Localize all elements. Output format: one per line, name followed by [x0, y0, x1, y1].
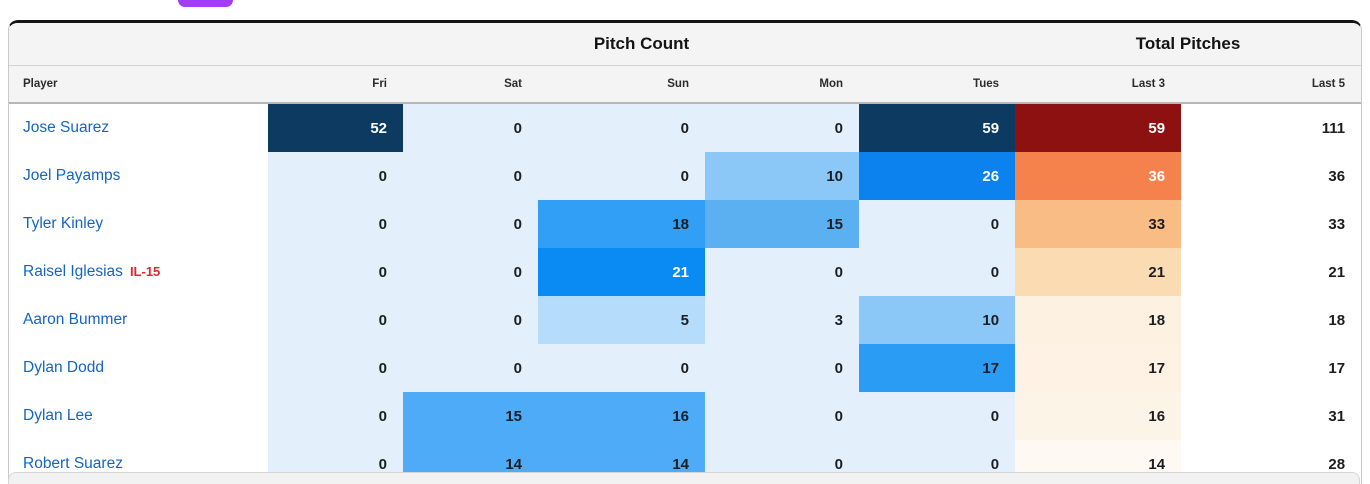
player-name-link[interactable]: Raisel Iglesias	[23, 263, 123, 280]
player-name-link[interactable]: Tyler Kinley	[23, 215, 104, 232]
player-name-link[interactable]: Joel Payamps	[23, 167, 121, 184]
col-header-sat[interactable]: Sat	[403, 65, 538, 104]
table-row: Aaron Bummer 0 0 5 3 10 18 18	[9, 296, 1361, 344]
value-cell-last-3: 21	[1015, 248, 1182, 296]
player-name-link[interactable]: Jose Suarez	[23, 119, 110, 136]
value-cell-fri: 0	[268, 200, 403, 248]
value-cell-sat: 0	[403, 103, 538, 152]
player-cell: Aaron Bummer	[9, 296, 268, 344]
value-cell-tues: 0	[859, 200, 1016, 248]
value-cell-mon: 0	[705, 392, 859, 440]
value-cell-sun: 0	[538, 344, 705, 392]
player-name-link[interactable]: Robert Suarez	[23, 455, 123, 472]
value-cell-mon: 0	[705, 103, 859, 152]
value-cell-fri: 0	[268, 152, 403, 200]
pitch-count-card: Pitch Count Total Pitches Player Fri Sat…	[8, 20, 1362, 484]
player-cell: Dylan Dodd	[9, 344, 268, 392]
col-header-sun[interactable]: Sun	[538, 65, 705, 104]
value-cell-mon: 10	[705, 152, 859, 200]
value-cell-fri: 0	[268, 344, 403, 392]
player-name-link[interactable]: Aaron Bummer	[23, 311, 128, 328]
column-header-row: Player Fri Sat Sun Mon Tues Last 3 Last …	[9, 65, 1361, 104]
player-cell: Raisel Iglesias IL-15	[9, 248, 268, 296]
player-cell: Tyler Kinley	[9, 200, 268, 248]
value-cell-sat: 0	[403, 200, 538, 248]
value-cell-sun: 0	[538, 103, 705, 152]
value-cell-last-3: 59	[1015, 103, 1182, 152]
player-cell: Jose Suarez	[9, 103, 268, 152]
value-cell-sun: 18	[538, 200, 705, 248]
col-header-player[interactable]: Player	[9, 65, 268, 104]
group-header-row: Pitch Count Total Pitches	[9, 23, 1361, 66]
value-cell-mon: 0	[705, 248, 859, 296]
group-header-pitch-count: Pitch Count	[268, 23, 1016, 66]
value-cell-fri: 0	[268, 392, 403, 440]
value-cell-sun: 21	[538, 248, 705, 296]
injury-status-badge: IL-15	[129, 264, 161, 279]
value-cell-last-5: 18	[1328, 311, 1346, 329]
player-name-link[interactable]: Dylan Lee	[23, 407, 93, 424]
value-cell-sat: 0	[403, 296, 538, 344]
value-cell-tues: 26	[859, 152, 1016, 200]
pitch-count-table: Pitch Count Total Pitches Player Fri Sat…	[9, 23, 1361, 484]
player-cell: Joel Payamps	[9, 152, 268, 200]
table-row: Dylan Lee 0 15 16 0 0 16 31	[9, 392, 1361, 440]
table-row: Tyler Kinley 0 0 18 15 0 33 33	[9, 200, 1361, 248]
value-cell-last-5: 17	[1328, 359, 1346, 377]
value-cell-sun: 16	[538, 392, 705, 440]
value-cell-last-5: 33	[1328, 215, 1346, 233]
table-row: Joel Payamps 0 0 0 10 26 36 36	[9, 152, 1361, 200]
value-cell-tues: 10	[859, 296, 1016, 344]
value-cell-last-5: 111	[1321, 119, 1346, 137]
value-cell-last-5: 28	[1328, 455, 1346, 473]
table-row: Dylan Dodd 0 0 0 0 17 17 17	[9, 344, 1361, 392]
value-cell-last-5: 31	[1328, 407, 1346, 425]
value-cell-sun: 0	[538, 152, 705, 200]
player-cell: Dylan Lee	[9, 392, 268, 440]
col-header-mon[interactable]: Mon	[705, 65, 859, 104]
player-name-link[interactable]: Dylan Dodd	[23, 359, 104, 376]
value-cell-mon: 15	[705, 200, 859, 248]
value-cell-last-3: 18	[1015, 296, 1182, 344]
value-cell-fri: 0	[268, 248, 403, 296]
value-cell-fri: 0	[268, 296, 403, 344]
group-header-total-pitches: Total Pitches	[1015, 23, 1361, 66]
value-cell-mon: 0	[705, 344, 859, 392]
value-cell-last-3: 17	[1015, 344, 1182, 392]
table-body: Jose Suarez 52 0 0 0 59 59 111 Joel Payamps 0 0 0 10…	[9, 103, 1361, 484]
value-cell-tues: 17	[859, 344, 1016, 392]
value-cell-sun: 5	[538, 296, 705, 344]
next-section-card-edge	[8, 472, 1360, 484]
player-cell: Robert Suarez	[9, 440, 268, 484]
value-cell-mon: 3	[705, 296, 859, 344]
value-cell-last-3: 16	[1015, 392, 1182, 440]
col-header-fri[interactable]: Fri	[268, 65, 403, 104]
value-cell-tues: 59	[859, 103, 1016, 152]
value-cell-tues: 0	[859, 248, 1016, 296]
value-cell-last-5: 36	[1328, 167, 1346, 185]
col-header-last-5[interactable]: Last 5	[1181, 65, 1361, 104]
group-header-spacer	[9, 23, 268, 66]
col-header-last-3[interactable]: Last 3	[1015, 65, 1182, 104]
value-cell-tues: 0	[859, 392, 1016, 440]
col-header-tues[interactable]: Tues	[859, 65, 1016, 104]
value-cell-fri: 52	[268, 103, 403, 152]
value-cell-last-5: 21	[1328, 263, 1346, 281]
purple-pill-button[interactable]	[178, 0, 233, 7]
value-cell-sat: 0	[403, 248, 538, 296]
table-row: Raisel Iglesias IL-15 0 0 21 0 0 21 21	[9, 248, 1361, 296]
value-cell-last-3: 33	[1015, 200, 1182, 248]
value-cell-sat: 0	[403, 152, 538, 200]
table-row: Jose Suarez 52 0 0 0 59 59 111	[9, 103, 1361, 152]
value-cell-last-3: 36	[1015, 152, 1182, 200]
value-cell-sat: 0	[403, 344, 538, 392]
value-cell-sat: 15	[403, 392, 538, 440]
